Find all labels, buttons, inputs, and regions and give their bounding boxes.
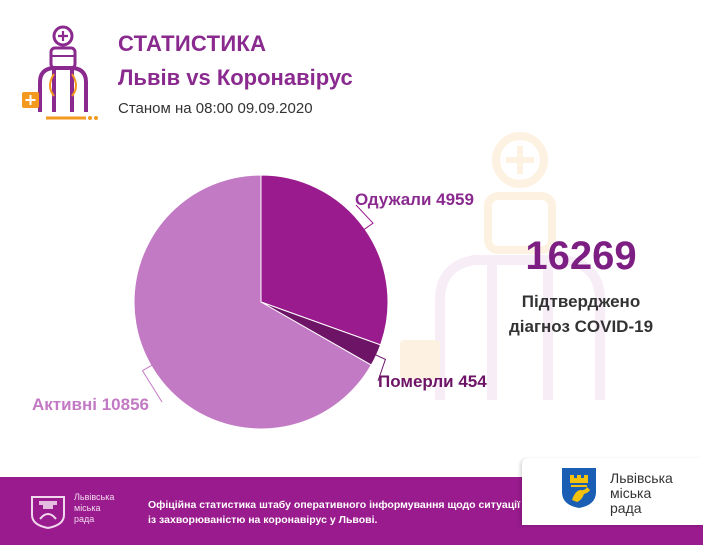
total-confirmed-count: 16269 xyxy=(525,234,637,278)
footer-city-line-2: міська xyxy=(74,503,101,513)
slice-label-recovered: Одужали 4959 xyxy=(355,190,474,209)
brand-name: Львівська міська рада xyxy=(610,471,673,516)
leader-line xyxy=(355,204,374,231)
page-subtitle: Львів vs Коронавірус xyxy=(118,65,353,90)
caption-line-1: Підтверджено xyxy=(521,292,641,311)
doctor-icon xyxy=(22,25,98,120)
caption-line-2: діагноз COVID-19 xyxy=(508,317,654,336)
brand-card[interactable]: Львівська міська рада xyxy=(522,458,703,525)
footer-note: Офіційна статистика штабу оперативного і… xyxy=(148,499,521,526)
pie-slices xyxy=(133,174,389,430)
leader-line xyxy=(374,353,387,382)
city-council-logo xyxy=(31,496,65,529)
brand-line-2: міська xyxy=(610,485,652,501)
page-title: СТАТИСТИКА xyxy=(118,31,267,56)
pie-leaders xyxy=(141,204,387,403)
brand-line-3: рада xyxy=(610,500,642,516)
slice-label-died: Померли 454 xyxy=(378,372,487,391)
brand-line-1: Львівська xyxy=(610,470,673,486)
slice-label-active: Активні 10856 xyxy=(32,395,149,414)
leader-line xyxy=(141,364,163,403)
doctor-watermark-icon xyxy=(400,132,605,400)
report-date: Станом на 08:00 09.09.2020 xyxy=(118,100,313,117)
footer-city-line-1: Львівська xyxy=(74,492,115,502)
lion-crest-icon xyxy=(562,468,596,508)
footer-city-name: Львівська міська рада xyxy=(74,492,114,525)
footer-city-line-3: рада xyxy=(74,514,95,524)
total-confirmed-caption: Підтверджено діагноз COVID-19 xyxy=(492,289,670,339)
